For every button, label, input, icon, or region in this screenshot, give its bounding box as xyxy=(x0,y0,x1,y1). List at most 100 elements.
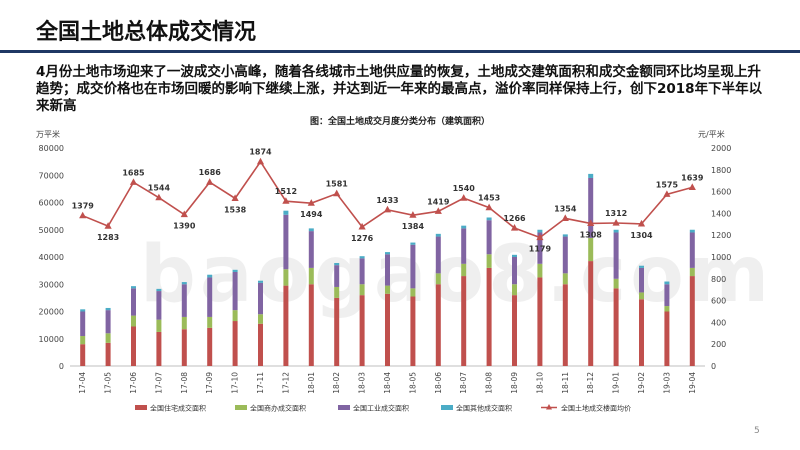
bar-residential xyxy=(613,288,619,366)
price-marker xyxy=(256,157,265,165)
bar-other xyxy=(461,225,467,229)
page-number: 5 xyxy=(754,426,760,436)
bar-residential xyxy=(207,327,213,366)
bar-commercial xyxy=(537,263,543,278)
bar-industrial xyxy=(258,282,263,315)
price-data-label: 1512 xyxy=(275,187,297,196)
bar-other xyxy=(512,254,517,257)
price-marker xyxy=(155,193,163,201)
y-tick-label: 40000 xyxy=(39,253,64,262)
price-marker xyxy=(460,194,468,201)
bar-other xyxy=(588,173,594,178)
price-data-label: 1581 xyxy=(326,180,349,189)
price-marker xyxy=(180,210,188,218)
bar-other xyxy=(613,229,619,233)
bar-commercial xyxy=(207,316,213,328)
bar-commercial xyxy=(181,316,187,330)
x-tick-label: 18-08 xyxy=(485,372,494,394)
y-tick-label: 50000 xyxy=(39,226,64,235)
bar-industrial xyxy=(410,244,416,289)
bar-other xyxy=(258,280,263,283)
x-tick-label: 17-08 xyxy=(180,372,189,394)
x-tick-label: 17-12 xyxy=(281,372,290,394)
bar-commercial xyxy=(105,333,111,343)
price-data-label: 1276 xyxy=(351,234,374,243)
price-marker xyxy=(307,199,315,206)
legend-swatch-industrial xyxy=(338,405,350,410)
y2-tick-label: 0 xyxy=(711,362,716,371)
bar-other xyxy=(283,210,289,215)
y2-tick-label: 2000 xyxy=(711,144,731,153)
bar-other xyxy=(537,229,543,233)
bar-industrial xyxy=(588,177,594,238)
y2-tick-label: 200 xyxy=(711,340,726,349)
bar-commercial xyxy=(258,314,263,324)
bar-industrial xyxy=(359,258,365,285)
price-marker xyxy=(587,219,595,227)
legend-swatch-other xyxy=(441,405,453,410)
price-marker xyxy=(409,211,417,218)
y2-tick-label: 1200 xyxy=(711,231,731,240)
summary-text: 4月份土地市场迎来了一波成交小高峰，随着各线城市土地供应量的恢复，土地成交建筑面… xyxy=(36,64,763,114)
x-tick-label: 19-01 xyxy=(612,372,621,394)
bar-residential xyxy=(435,284,441,366)
watermark: baogao8.com xyxy=(140,230,774,320)
y2-tick-label: 1400 xyxy=(711,209,731,218)
y-tick-label: 10000 xyxy=(39,335,64,344)
bar-commercial xyxy=(689,267,695,277)
bar-commercial xyxy=(283,269,289,286)
bar-residential xyxy=(80,344,86,366)
bar-other xyxy=(435,233,441,237)
price-data-label: 1544 xyxy=(148,184,171,193)
y-tick-label: 0 xyxy=(59,362,64,371)
price-data-label: 1312 xyxy=(605,209,627,218)
y-tick-label: 70000 xyxy=(39,171,64,180)
bar-other xyxy=(385,252,390,255)
bar-commercial xyxy=(435,273,441,285)
price-data-label: 1538 xyxy=(224,205,247,214)
bar-commercial xyxy=(613,278,619,289)
bar-other xyxy=(562,234,568,237)
price-data-label: 1575 xyxy=(656,180,679,189)
bar-industrial xyxy=(537,232,543,264)
legend-label: 全国其他成交面积 xyxy=(456,404,512,413)
x-tick-label: 18-11 xyxy=(561,372,570,394)
bar-other xyxy=(334,262,340,266)
price-data-label: 1384 xyxy=(402,222,425,231)
y-axis-unit: 万平米 xyxy=(36,129,60,139)
bar-commercial xyxy=(588,237,594,262)
x-tick-label: 18-02 xyxy=(332,372,341,394)
bar-other xyxy=(207,274,213,278)
bar-residential xyxy=(512,295,517,366)
bar-commercial xyxy=(385,285,390,294)
price-data-label: 1283 xyxy=(97,233,119,242)
bar-industrial xyxy=(131,288,136,316)
price-marker xyxy=(383,205,392,213)
price-marker xyxy=(536,233,544,241)
price-data-label: 1379 xyxy=(72,202,95,211)
bar-industrial xyxy=(105,310,111,334)
bar-commercial xyxy=(359,284,365,296)
x-tick-label: 17-07 xyxy=(154,372,163,394)
bar-industrial xyxy=(613,232,619,279)
bar-residential xyxy=(486,267,492,366)
bar-other xyxy=(639,265,644,268)
y2-tick-label: 1000 xyxy=(711,253,731,262)
price-marker xyxy=(485,203,493,211)
bar-commercial xyxy=(232,310,238,322)
x-tick-label: 17-06 xyxy=(129,372,138,394)
price-data-label: 1453 xyxy=(478,194,500,203)
price-data-label: 1179 xyxy=(529,244,552,253)
bar-commercial xyxy=(410,288,416,297)
bar-industrial xyxy=(181,284,187,317)
bar-industrial xyxy=(562,236,568,274)
bar-commercial xyxy=(80,336,86,345)
bar-residential xyxy=(258,323,263,366)
x-tick-label: 18-07 xyxy=(459,372,468,394)
price-marker xyxy=(637,219,646,227)
slide-title: 全国土地总体成交情况 xyxy=(36,20,257,45)
price-marker xyxy=(434,207,442,214)
price-data-label: 1419 xyxy=(427,197,450,206)
legend-swatch-marker xyxy=(546,404,552,410)
bar-residential xyxy=(131,326,136,366)
